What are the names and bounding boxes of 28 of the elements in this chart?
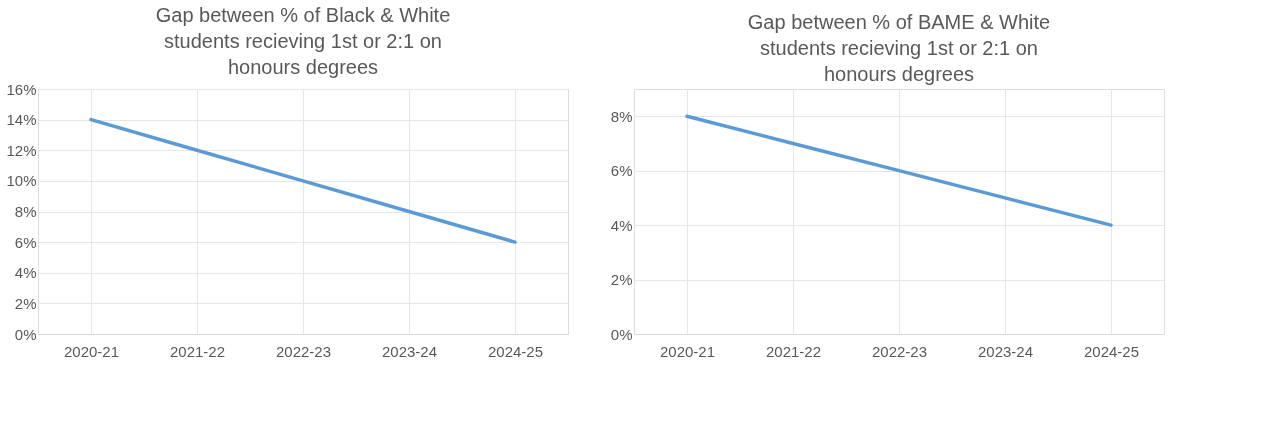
y-tick-label: 6% — [14, 233, 37, 251]
y-tick-label: 12% — [6, 141, 37, 159]
y-tick-label: 4% — [610, 216, 633, 234]
x-tick-label: 2022-23 — [871, 342, 928, 360]
x-tick-label: 2023-24 — [977, 342, 1034, 360]
y-tick-label: 0% — [14, 325, 37, 343]
y-tick-label: 0% — [610, 325, 633, 343]
x-tick-label: 2021-22 — [169, 342, 226, 360]
y-tick-label: 16% — [6, 80, 37, 98]
y-tick-label: 14% — [6, 111, 37, 129]
x-tick-label: 2021-22 — [765, 342, 822, 360]
x-tick-label: 2023-24 — [381, 342, 438, 360]
y-tick-label: 8% — [14, 203, 37, 220]
line-series — [685, 114, 1113, 227]
y-tick-label: 2% — [14, 294, 37, 312]
y-tick-label: 8% — [610, 107, 633, 125]
x-tick-label: 2024-25 — [1083, 342, 1140, 360]
x-tick-label: 2020-21 — [659, 342, 716, 360]
x-tick-label: 2022-23 — [275, 342, 332, 360]
line-series — [89, 117, 517, 244]
y-tick-label: 6% — [610, 162, 633, 180]
x-tick-label: 2020-21 — [63, 342, 120, 360]
y-tick-label: 10% — [6, 172, 37, 190]
y-tick-label: 2% — [610, 271, 633, 289]
chart-title: Gap between % of Black & White students recieving 1st or 2:1 on honours degrees — [155, 4, 451, 78]
x-tick-label: 2024-25 — [487, 342, 544, 360]
chart-title: Gap between % of BAME & White students recieving 1st or 2:1 on honours degrees — [747, 11, 1051, 85]
y-tick-label: 4% — [14, 264, 37, 282]
